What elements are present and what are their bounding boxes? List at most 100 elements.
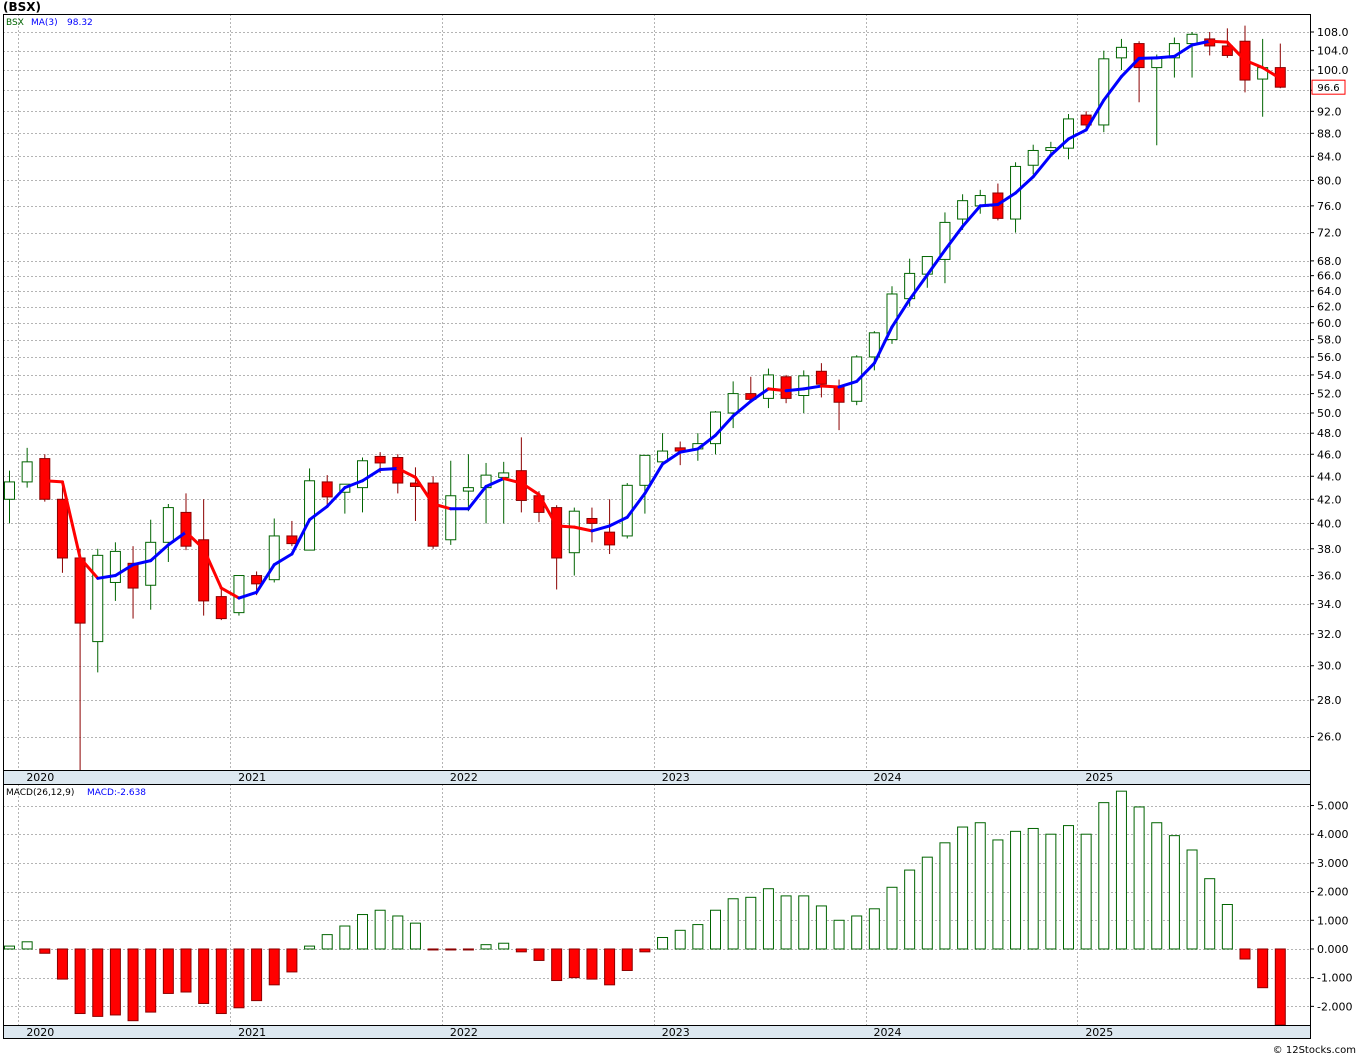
candle xyxy=(286,520,298,547)
ma-segment xyxy=(166,530,188,547)
candle-body xyxy=(498,472,510,478)
candle-body xyxy=(551,507,563,559)
price-y-tick-label: 26.0 xyxy=(1317,731,1342,744)
ma-segment xyxy=(272,552,294,567)
ma-segment xyxy=(696,433,717,451)
macd-bar xyxy=(533,948,545,961)
candle xyxy=(74,548,86,775)
candle xyxy=(198,499,210,616)
macd-bar xyxy=(4,945,15,950)
price-y-tick-label: 60.0 xyxy=(1317,317,1342,330)
candle xyxy=(1027,144,1039,175)
macd-x-tick-label: 2020 xyxy=(26,1026,54,1039)
price-y-tick-label: 76.0 xyxy=(1317,200,1342,213)
candle xyxy=(56,484,68,573)
candle-body xyxy=(639,454,651,486)
ma-segment xyxy=(131,559,153,567)
ma-segment xyxy=(537,493,559,528)
candle-body xyxy=(1186,33,1198,45)
macd-bar xyxy=(92,948,104,1017)
macd-bar xyxy=(674,929,686,950)
macd-bar xyxy=(727,898,739,950)
macd-bar xyxy=(515,948,527,953)
ma-segment xyxy=(996,191,1018,207)
candle-body xyxy=(1133,43,1145,69)
macd-bar xyxy=(392,915,404,950)
price-y-tick-label: 84.0 xyxy=(1317,150,1342,163)
candle xyxy=(1151,54,1163,146)
candle xyxy=(304,468,316,551)
legend-symbol: BSX xyxy=(6,18,24,28)
ma-segment xyxy=(625,491,647,519)
macd-bar xyxy=(286,948,298,973)
ma-segment xyxy=(96,574,117,580)
macd-y-tick-label: 5.000 xyxy=(1317,800,1349,813)
candle-body xyxy=(798,375,810,397)
macd-bar xyxy=(21,941,33,950)
candle-body xyxy=(851,356,863,402)
ma-segment xyxy=(643,462,665,495)
macd-bar xyxy=(498,942,510,950)
candle xyxy=(957,194,969,230)
candle xyxy=(392,454,404,494)
price-y-tick-label: 56.0 xyxy=(1317,351,1342,364)
price-y-tick-label: 54.0 xyxy=(1317,369,1342,382)
ma-segment xyxy=(378,466,400,472)
candle xyxy=(1010,162,1022,233)
macd-y-tick-label: 0.000 xyxy=(1317,943,1349,956)
macd-bar xyxy=(74,948,86,1015)
candle-body xyxy=(657,450,669,463)
candle-body xyxy=(56,498,68,559)
ma-segment xyxy=(1243,58,1265,70)
ma-segment xyxy=(555,524,576,529)
candle xyxy=(1063,114,1074,160)
ma-segment xyxy=(466,484,488,511)
candle xyxy=(145,519,157,610)
candle-body xyxy=(321,481,333,498)
macd-bar xyxy=(833,919,845,950)
ma-segment xyxy=(1261,66,1282,81)
candle-body xyxy=(109,550,121,583)
macd-bar xyxy=(551,948,563,982)
ma-segment xyxy=(361,468,382,483)
candle xyxy=(321,475,333,508)
candle-body xyxy=(162,507,174,543)
ma-segment xyxy=(413,475,435,506)
price-x-axis-strip xyxy=(3,770,1311,785)
candle xyxy=(127,546,139,619)
candle xyxy=(1133,41,1145,103)
ma-segment xyxy=(396,466,417,479)
candle xyxy=(515,437,527,513)
candle xyxy=(798,370,810,414)
candle xyxy=(586,507,598,543)
macd-y-tick-label: -1.000 xyxy=(1317,972,1352,985)
price-legend: BSX MA(3) 98.32 xyxy=(6,18,93,28)
price-y-tick-label: 104.0 xyxy=(1317,45,1349,58)
price-x-tick-label: 2024 xyxy=(874,771,902,784)
macd-bar xyxy=(198,948,210,1004)
macd-bar xyxy=(321,934,333,950)
candle-body xyxy=(604,531,616,546)
candle xyxy=(92,548,104,673)
macd-y-tick-label: 3.000 xyxy=(1317,857,1349,870)
price-x-tick-label: 2021 xyxy=(238,771,266,784)
macd-bar xyxy=(604,948,616,986)
ma-segment xyxy=(325,486,347,508)
ma-segment xyxy=(1031,153,1053,179)
macd-bar xyxy=(939,842,951,950)
ma-segment xyxy=(766,387,788,393)
last-price-box xyxy=(1311,79,1346,95)
macd-grid xyxy=(3,784,1310,1025)
ma-segment xyxy=(1049,137,1070,157)
macd-bar xyxy=(427,948,439,951)
macd-bar xyxy=(1221,904,1233,950)
macd-bar xyxy=(233,948,245,1009)
candle xyxy=(180,493,192,551)
macd-bar xyxy=(1257,948,1269,989)
price-y-axis: 26.0 28.0 30.0 32.0 34.0 36.0 38.0 40.0 42.0 44.0… xyxy=(1310,26,1349,744)
macd-bar xyxy=(745,896,757,950)
ma-segment xyxy=(60,480,82,560)
candle xyxy=(1274,43,1286,89)
candle-body xyxy=(462,487,474,492)
candle-body xyxy=(180,511,192,547)
